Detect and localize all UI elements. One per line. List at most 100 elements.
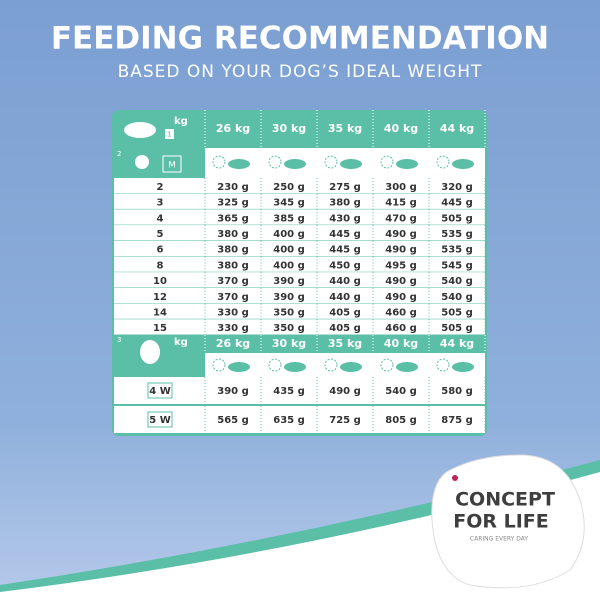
amount-cell: 380 g <box>217 260 249 271</box>
bowl-icon <box>396 362 418 372</box>
amount-cell: 300 g <box>385 182 417 193</box>
amount-cell: 505 g <box>441 323 473 334</box>
week-cell: 5 W <box>149 415 170 426</box>
amount-cell: 440 g <box>329 292 361 303</box>
bowl-icon <box>228 362 250 372</box>
unit-label: kg <box>174 116 188 127</box>
unit-label: kg <box>174 337 188 348</box>
amount-cell: 435 g <box>273 386 305 397</box>
bowl-icon <box>452 159 474 169</box>
amount-cell: 390 g <box>273 276 305 287</box>
month-cell: 15 <box>153 323 167 334</box>
month-cell: 6 <box>157 245 164 256</box>
amount-cell: 330 g <box>217 323 249 334</box>
amount-cell: 365 g <box>217 213 249 224</box>
amount-cell: 540 g <box>441 276 473 287</box>
puppy-icon <box>135 155 149 169</box>
amount-cell: 320 g <box>441 182 473 193</box>
marker: 2 <box>117 150 121 158</box>
amount-cell: 230 g <box>217 182 249 193</box>
clock-icon <box>212 358 226 372</box>
amount-cell: 350 g <box>273 307 305 318</box>
amount-cell: 445 g <box>441 198 473 209</box>
week-box <box>147 382 173 399</box>
amount-cell: 345 g <box>273 198 305 209</box>
weight-header: 40 kg <box>384 337 418 350</box>
amount-cell: 405 g <box>329 307 361 318</box>
weight-header: 35 kg <box>328 337 362 350</box>
clock-icon <box>436 155 450 169</box>
month-cell: 4 <box>157 213 164 224</box>
amount-cell: 380 g <box>217 245 249 256</box>
amount-cell: 445 g <box>329 229 361 240</box>
label-cell <box>114 148 205 178</box>
weight-header: 26 kg <box>216 122 250 135</box>
month-cell: 8 <box>157 260 164 271</box>
amount-cell: 385 g <box>273 213 305 224</box>
clock-icon <box>380 155 394 169</box>
marker: 4 <box>117 378 122 386</box>
amount-cell: 275 g <box>329 182 361 193</box>
amount-cell: 535 g <box>441 245 473 256</box>
month-box <box>162 155 182 173</box>
clock-icon <box>436 358 450 372</box>
row-bg <box>114 377 485 404</box>
amount-cell: 725 g <box>329 415 361 426</box>
amount-cell: 535 g <box>441 229 473 240</box>
weight-header: 30 kg <box>272 122 306 135</box>
row-bg <box>114 240 485 257</box>
amount-cell: 490 g <box>385 229 417 240</box>
marker: 5 <box>117 407 121 415</box>
amount-cell: 415 g <box>385 198 417 209</box>
bowl-icon <box>284 362 306 372</box>
bowl-icon <box>452 362 474 372</box>
month-cell: 10 <box>153 276 167 287</box>
logo-line1: CONCEPT <box>455 489 555 511</box>
month-unit: M <box>168 161 176 171</box>
row-bg <box>114 303 485 320</box>
amount-cell: 330 g <box>217 307 249 318</box>
row-bg <box>114 225 485 241</box>
clock-icon <box>324 155 338 169</box>
amount-cell: 460 g <box>385 307 417 318</box>
clock-icon <box>268 358 282 372</box>
row-bg <box>114 272 485 288</box>
amount-cell: 380 g <box>217 229 249 240</box>
month-cell: 3 <box>157 198 164 209</box>
clock-icon <box>380 358 394 372</box>
amount-cell: 390 g <box>217 386 249 397</box>
row-bg <box>114 209 485 226</box>
logo-tagline: CARING EVERY DAY <box>470 536 528 543</box>
amount-cell: 875 g <box>441 415 473 426</box>
logo-badge <box>431 454 585 589</box>
amount-cell: 580 g <box>441 386 473 397</box>
row-bg <box>114 193 485 210</box>
weight-header: 35 kg <box>328 122 362 135</box>
amount-cell: 250 g <box>273 182 305 193</box>
bowl-icon <box>228 159 250 169</box>
amount-cell: 505 g <box>441 213 473 224</box>
clock-icon <box>212 155 226 169</box>
amount-cell: 450 g <box>329 260 361 271</box>
row-bg <box>114 178 485 194</box>
week-cell: 4 W <box>149 386 170 397</box>
amount-cell: 405 g <box>329 323 361 334</box>
amount-cell: 400 g <box>273 229 305 240</box>
amount-cell: 325 g <box>217 198 249 209</box>
bowl-icon <box>340 159 362 169</box>
row-bg <box>114 287 485 304</box>
bowl-icon <box>284 159 306 169</box>
week-box <box>147 411 173 428</box>
dog-icon <box>124 122 156 138</box>
amount-cell: 430 g <box>329 213 361 224</box>
month-cell: 14 <box>153 307 167 318</box>
amount-cell: 440 g <box>329 276 361 287</box>
amount-cell: 470 g <box>385 213 417 224</box>
marker: 3 <box>117 336 121 344</box>
amount-cell: 460 g <box>385 323 417 334</box>
amount-cell: 490 g <box>385 245 417 256</box>
amount-cell: 350 g <box>273 323 305 334</box>
row-bg <box>114 256 485 273</box>
bowl-icon <box>396 159 418 169</box>
amount-cell: 635 g <box>273 415 305 426</box>
